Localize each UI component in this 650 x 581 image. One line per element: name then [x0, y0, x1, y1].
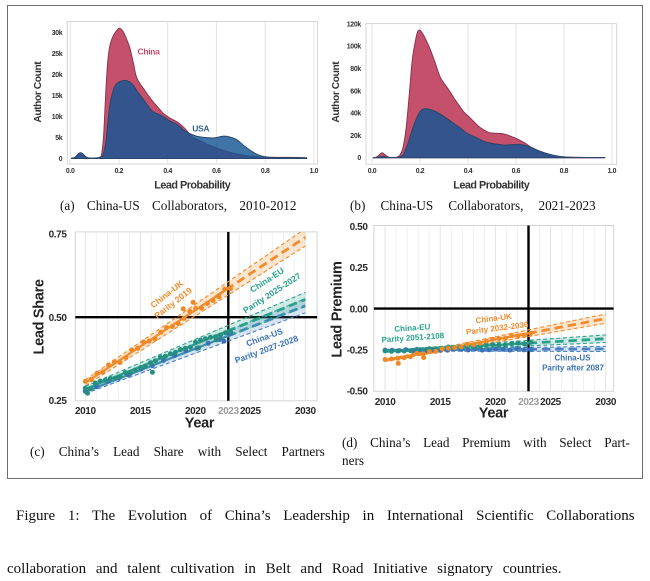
svg-text:0: 0 — [357, 155, 361, 162]
svg-text:2025: 2025 — [240, 406, 261, 417]
svg-text:0.0: 0.0 — [368, 168, 377, 175]
svg-text:0.50: 0.50 — [49, 313, 68, 324]
svg-text:100k: 100k — [347, 44, 362, 51]
svg-text:2010: 2010 — [75, 406, 96, 417]
svg-text:0.50: 0.50 — [350, 222, 369, 233]
svg-text:120k: 120k — [347, 21, 362, 28]
svg-text:25k: 25k — [52, 51, 63, 58]
svg-text:China: China — [138, 47, 161, 57]
svg-text:0.4: 0.4 — [163, 168, 172, 175]
svg-text:0.6: 0.6 — [512, 168, 521, 175]
svg-text:40k: 40k — [350, 111, 361, 118]
svg-text:0.4: 0.4 — [464, 168, 473, 175]
svg-text:Year: Year — [479, 406, 509, 422]
svg-text:Author Count: Author Count — [331, 61, 342, 123]
svg-text:5k: 5k — [55, 135, 63, 142]
svg-text:0: 0 — [59, 156, 63, 163]
svg-text:10k: 10k — [52, 114, 63, 121]
svg-text:0.2: 0.2 — [416, 168, 425, 175]
svg-text:Lead Probability: Lead Probability — [453, 180, 529, 192]
svg-text:-0.50: -0.50 — [347, 387, 369, 398]
svg-text:China-UK: China-UK — [475, 312, 512, 325]
svg-text:0.0: 0.0 — [66, 168, 75, 175]
svg-text:Parity 2051-2108: Parity 2051-2108 — [381, 331, 445, 344]
svg-text:2025: 2025 — [540, 397, 561, 408]
svg-text:0.75: 0.75 — [49, 230, 68, 241]
svg-text:-0.25: -0.25 — [347, 345, 369, 356]
svg-text:15k: 15k — [52, 93, 63, 100]
svg-text:20k: 20k — [52, 72, 63, 79]
svg-text:Author Count: Author Count — [33, 61, 44, 123]
svg-text:0.8: 0.8 — [261, 168, 270, 175]
svg-text:China-EU: China-EU — [394, 322, 431, 334]
svg-text:Lead Share: Lead Share — [32, 279, 48, 354]
svg-text:2015: 2015 — [430, 397, 451, 408]
svg-text:Parity after 2087: Parity after 2087 — [542, 363, 604, 372]
svg-text:2020: 2020 — [485, 397, 506, 408]
svg-text:2023: 2023 — [218, 406, 239, 417]
svg-text:80k: 80k — [350, 66, 361, 73]
svg-text:2015: 2015 — [130, 406, 151, 417]
svg-text:China-US: China-US — [555, 354, 592, 363]
svg-text:2030: 2030 — [295, 406, 316, 417]
svg-text:1.0: 1.0 — [310, 168, 319, 175]
svg-text:0.6: 0.6 — [212, 168, 221, 175]
svg-text:1.0: 1.0 — [608, 168, 617, 175]
svg-text:30k: 30k — [52, 30, 63, 37]
svg-text:0.2: 0.2 — [115, 168, 124, 175]
svg-text:2020: 2020 — [185, 406, 206, 417]
svg-text:Lead Probability: Lead Probability — [154, 180, 230, 192]
svg-text:0.25: 0.25 — [350, 263, 369, 274]
svg-text:Lead Premium: Lead Premium — [330, 261, 346, 357]
svg-text:2010: 2010 — [375, 397, 396, 408]
svg-text:Year: Year — [185, 416, 215, 432]
svg-text:USA: USA — [192, 124, 209, 134]
svg-text:60k: 60k — [350, 88, 361, 95]
svg-text:20k: 20k — [350, 133, 361, 140]
svg-text:2030: 2030 — [595, 397, 616, 408]
svg-text:0.00: 0.00 — [350, 304, 369, 315]
svg-text:0.25: 0.25 — [49, 396, 68, 407]
svg-text:0.8: 0.8 — [560, 168, 569, 175]
svg-text:2023: 2023 — [518, 397, 539, 408]
